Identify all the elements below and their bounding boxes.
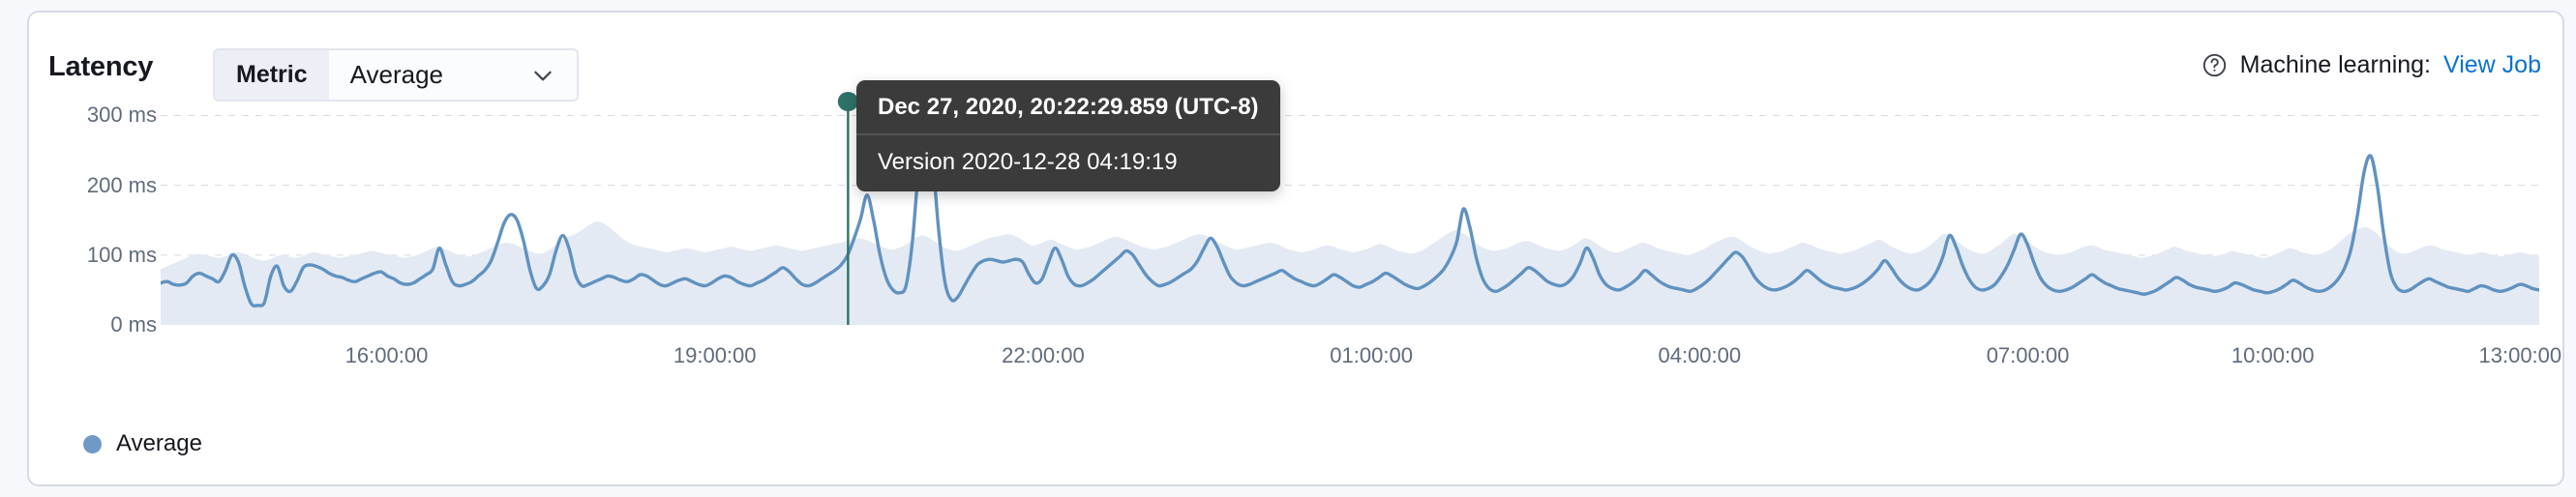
- metric-control[interactable]: Metric Average: [213, 48, 579, 102]
- machine-learning-note: Machine learning: View Job: [2202, 51, 2541, 79]
- chart-legend[interactable]: Average: [83, 430, 202, 457]
- x-axis-tick-label: 04:00:00: [1658, 343, 1742, 367]
- x-axis-tick-label: 13:00:00: [2478, 343, 2562, 367]
- annotation-tooltip: Dec 27, 2020, 20:22:29.859 (UTC-8) Versi…: [856, 80, 1280, 191]
- metric-label: Metric: [215, 50, 329, 100]
- annotation-marker[interactable]: [161, 70, 2539, 325]
- annotation-dot: [837, 92, 858, 111]
- tooltip-body: Version 2020-12-28 04:19:19: [878, 149, 1178, 175]
- y-axis-tick-label: 100 ms: [86, 242, 157, 267]
- y-axis-tick-label: 200 ms: [86, 172, 157, 197]
- machine-learning-label: Machine learning:: [2239, 51, 2431, 78]
- x-axis-tick-label: 22:00:00: [1002, 343, 1085, 367]
- page-title: Latency: [48, 51, 154, 82]
- latency-panel-card: Latency Metric Average Machine learning:…: [27, 11, 2564, 486]
- y-axis-tick-label: 300 ms: [86, 102, 157, 128]
- legend-swatch-average: [83, 434, 102, 453]
- average-series-line: [161, 118, 2539, 306]
- plot-area[interactable]: [161, 92, 2539, 325]
- view-job-link[interactable]: View Job: [2443, 51, 2541, 78]
- x-axis-tick-label: 07:00:00: [1986, 343, 2070, 367]
- y-axis-tick-label: 0 ms: [110, 312, 157, 336]
- tooltip-title: Dec 27, 2020, 20:22:29.859 (UTC-8): [856, 80, 1280, 135]
- chevron-down-icon[interactable]: [529, 50, 577, 100]
- latency-chart: 0 ms 100 ms 200 ms 300 ms 16:00:00 19:00:00 2…: [29, 92, 2562, 411]
- x-axis-tick-label: 01:00:00: [1330, 343, 1413, 367]
- plot-svg: [161, 102, 2539, 325]
- x-axis-tick-label: 19:00:00: [673, 343, 757, 367]
- panel-header: Latency Metric Average Machine learning:…: [29, 13, 2562, 102]
- legend-label-average: Average: [116, 430, 202, 456]
- x-axis-tick-label: 10:00:00: [2231, 343, 2315, 367]
- x-axis-tick-label: 16:00:00: [344, 343, 429, 367]
- help-circle-icon[interactable]: [2202, 52, 2228, 78]
- metric-select[interactable]: Average: [328, 50, 530, 100]
